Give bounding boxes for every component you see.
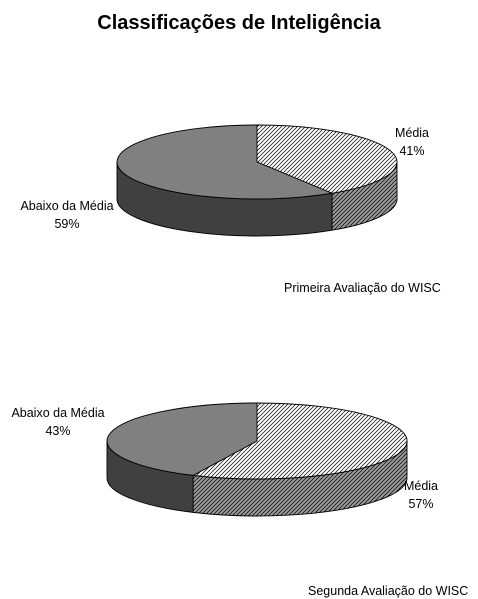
slice-label: Média: [404, 479, 438, 493]
slice-percent: 43%: [45, 424, 70, 438]
pie-chart-segunda-avaliacao: Média 57% Abaixo da Média 43% Segunda Avalia…: [11, 402, 468, 598]
chart-caption: Segunda Avaliação do WISC: [308, 584, 468, 598]
slice-label: Abaixo da Média: [20, 199, 113, 213]
slice-percent: 41%: [399, 144, 424, 158]
chart-caption: Primeira Avaliação do WISC: [284, 281, 441, 295]
pie-slice: [106, 402, 258, 476]
slice-percent: 57%: [408, 497, 433, 511]
slice-percent: 59%: [54, 217, 79, 231]
slice-label: Abaixo da Média: [11, 406, 104, 420]
pie-slice: [116, 124, 333, 200]
chart-title: Classificações de Inteligência: [97, 12, 381, 34]
pie-slice: [192, 402, 408, 480]
slice-label: Média: [395, 126, 429, 140]
pie-chart-primeira-avaliacao: Média 41% Abaixo da Média 59% Primeira Avali…: [20, 124, 441, 295]
